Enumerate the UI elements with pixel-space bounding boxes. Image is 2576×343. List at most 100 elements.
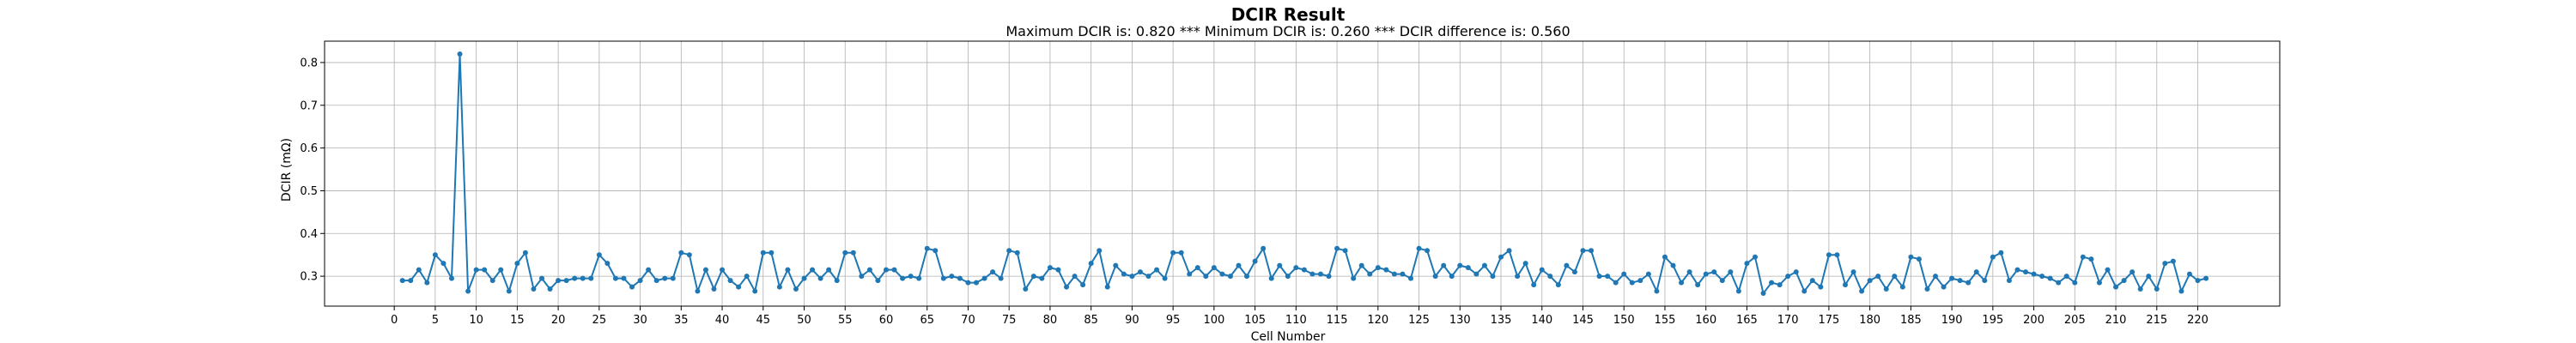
data-point bbox=[1055, 267, 1061, 273]
data-point bbox=[1522, 261, 1528, 267]
data-point bbox=[916, 275, 922, 281]
y-tick-label: 0.8 bbox=[300, 57, 318, 69]
data-point bbox=[440, 261, 447, 267]
data-point bbox=[810, 267, 816, 273]
y-tick-label: 0.4 bbox=[300, 228, 318, 241]
data-point bbox=[1695, 282, 1701, 288]
x-tick-label: 60 bbox=[879, 314, 894, 327]
data-point bbox=[842, 250, 848, 256]
data-point bbox=[859, 274, 865, 280]
data-point bbox=[1875, 274, 1881, 280]
data-point bbox=[1194, 265, 1200, 271]
data-point bbox=[1645, 271, 1651, 277]
data-point bbox=[998, 275, 1004, 281]
data-point bbox=[1030, 274, 1036, 280]
data-point bbox=[1408, 275, 1413, 281]
data-point bbox=[588, 275, 594, 281]
grid bbox=[325, 41, 2280, 306]
x-tick-label: 50 bbox=[797, 314, 811, 327]
x-tick-label: 185 bbox=[1900, 314, 1922, 327]
data-point bbox=[1892, 274, 1898, 280]
x-tick-label: 10 bbox=[469, 314, 483, 327]
data-point bbox=[1834, 252, 1840, 258]
data-point bbox=[1309, 271, 1315, 277]
data-point bbox=[1515, 274, 1521, 280]
x-tick-label: 115 bbox=[1327, 314, 1348, 327]
data-point bbox=[2047, 275, 2053, 281]
data-point bbox=[1006, 248, 1012, 254]
data-point bbox=[883, 267, 889, 273]
x-tick-label: 20 bbox=[551, 314, 566, 327]
data-point bbox=[1268, 275, 1274, 281]
data-point bbox=[1818, 284, 1824, 290]
x-tick-label: 140 bbox=[1531, 314, 1552, 327]
chart-title: DCIR Result bbox=[1231, 4, 1346, 25]
chart-subtitle: Maximum DCIR is: 0.820 *** Minimum DCIR … bbox=[1005, 23, 1570, 39]
data-point bbox=[514, 261, 520, 267]
data-point bbox=[760, 250, 766, 256]
data-point bbox=[2031, 271, 2037, 277]
data-point bbox=[1014, 250, 1020, 256]
data-point bbox=[531, 286, 537, 292]
data-point bbox=[1498, 254, 1504, 260]
data-point bbox=[891, 267, 897, 273]
data-point bbox=[924, 245, 930, 251]
data-point bbox=[1121, 271, 1127, 277]
y-axis-label: DCIR (mΩ) bbox=[280, 138, 294, 202]
data-point bbox=[752, 288, 758, 294]
data-point bbox=[900, 275, 906, 281]
data-point bbox=[1973, 269, 1979, 275]
data-point bbox=[432, 252, 438, 258]
data-point bbox=[1203, 274, 1209, 280]
data-point bbox=[2063, 274, 2069, 280]
plot-frame bbox=[324, 40, 2281, 307]
data-point bbox=[1293, 265, 1299, 271]
series-line bbox=[402, 52, 2207, 295]
data-point bbox=[2146, 274, 2152, 280]
x-axis-label: Cell Number bbox=[1251, 330, 1326, 343]
data-point bbox=[1933, 274, 1939, 280]
axes: 0 5 10 15 20 25 30 35 40 45 50 55 60 65 70 75 80 85 90 95 10… bbox=[300, 40, 2281, 327]
data-point bbox=[1088, 261, 1094, 267]
series-dcir bbox=[399, 51, 2209, 297]
data-point bbox=[1760, 291, 1766, 297]
data-point bbox=[957, 275, 963, 281]
data-point bbox=[1039, 275, 1045, 281]
data-point bbox=[1383, 267, 1389, 273]
data-point bbox=[1916, 256, 1922, 262]
data-point bbox=[793, 286, 799, 292]
data-point bbox=[2129, 269, 2136, 275]
x-tick-label: 170 bbox=[1777, 314, 1799, 327]
data-point bbox=[776, 284, 782, 290]
data-point bbox=[1261, 245, 1267, 251]
data-point bbox=[1351, 275, 1357, 281]
data-point bbox=[2121, 278, 2127, 284]
data-point bbox=[686, 252, 692, 258]
data-point bbox=[1752, 254, 1758, 260]
data-point bbox=[1859, 288, 1865, 294]
x-tick-label: 220 bbox=[2187, 314, 2208, 327]
data-point bbox=[1047, 265, 1053, 271]
data-point bbox=[2072, 280, 2078, 286]
data-point bbox=[1883, 286, 1889, 292]
data-point bbox=[1481, 262, 1487, 268]
data-point bbox=[605, 261, 611, 267]
data-point bbox=[1564, 262, 1570, 268]
data-point bbox=[1711, 269, 1717, 275]
data-point bbox=[2203, 275, 2209, 281]
data-point bbox=[2039, 274, 2045, 280]
data-point bbox=[1662, 254, 1668, 260]
x-tick-label: 40 bbox=[715, 314, 730, 327]
data-point bbox=[1367, 271, 1373, 277]
data-point bbox=[1998, 250, 2004, 256]
data-point bbox=[482, 267, 488, 273]
data-point bbox=[1571, 269, 1577, 275]
data-point bbox=[1809, 278, 1815, 284]
data-point bbox=[547, 286, 553, 292]
x-tick-label: 155 bbox=[1655, 314, 1676, 327]
data-point bbox=[1826, 252, 1832, 258]
data-point bbox=[1801, 288, 1807, 294]
data-point bbox=[580, 275, 586, 281]
data-point bbox=[1064, 284, 1070, 290]
data-point bbox=[2137, 286, 2143, 292]
